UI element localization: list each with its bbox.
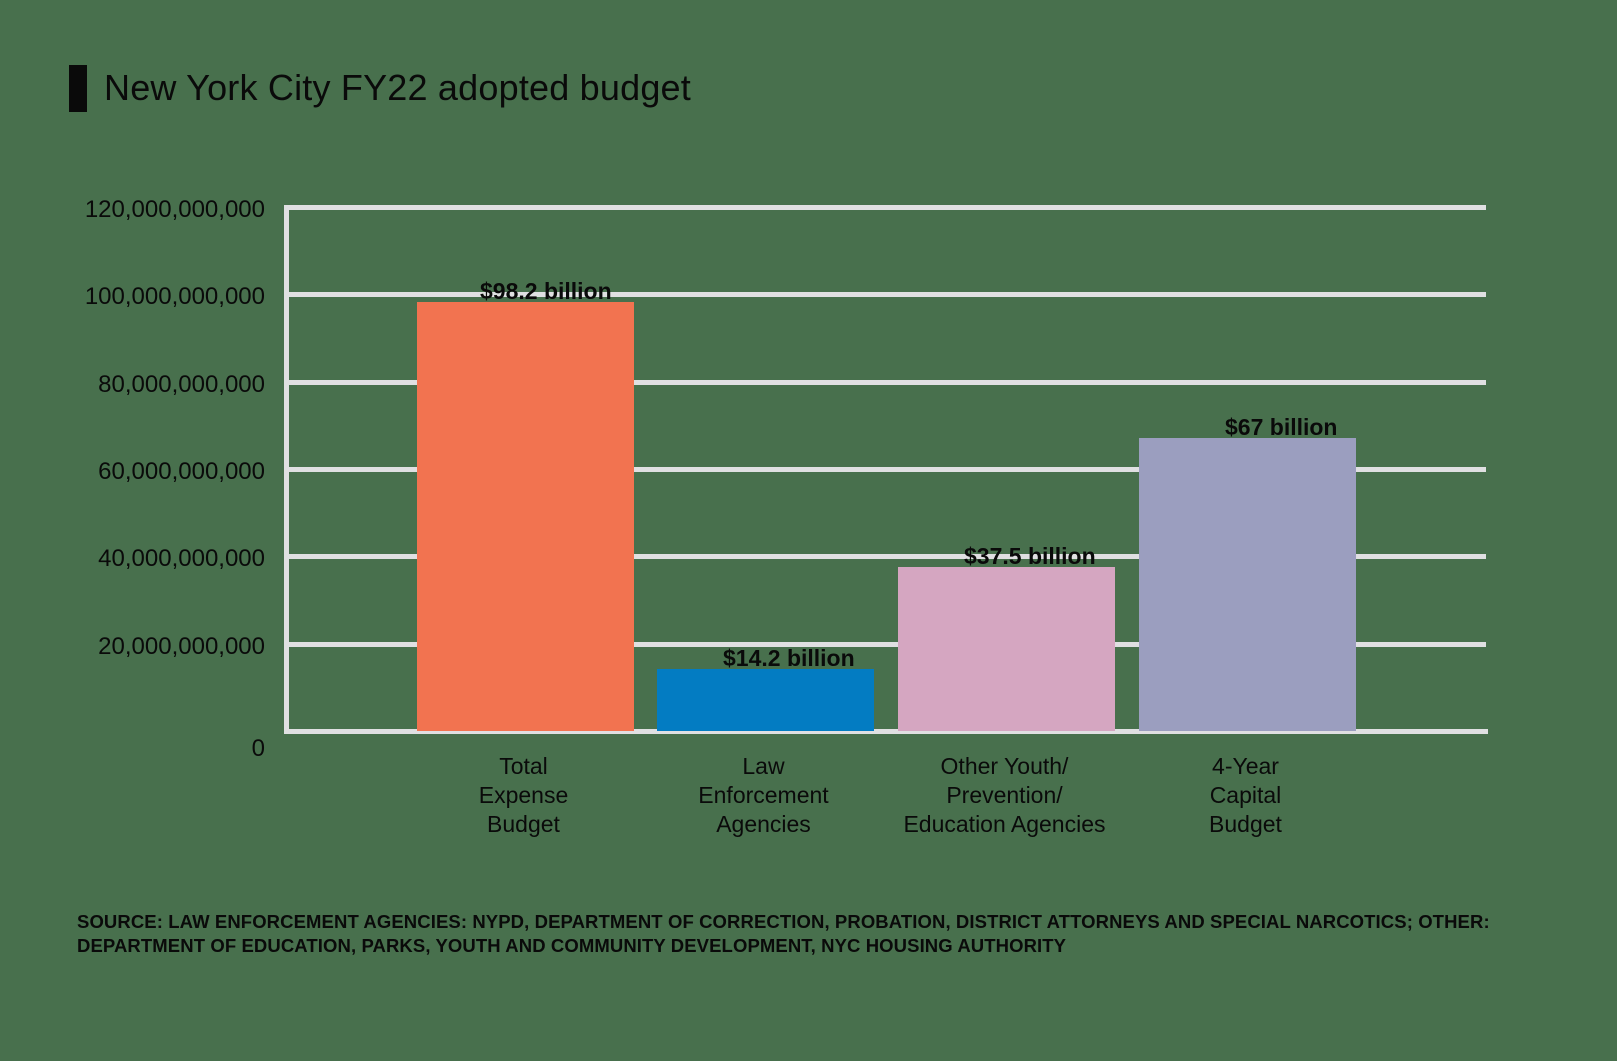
bar-value-label: $14.2 billion — [723, 644, 855, 671]
x-category-label: 4-Year Capital Budget — [1116, 752, 1376, 839]
x-category-label-line: Budget — [1209, 811, 1282, 837]
y-tick-label: 60,000,000,000 — [98, 458, 265, 485]
x-category-label: Total Expense Budget — [394, 752, 654, 839]
gridline — [284, 729, 1488, 734]
bar — [898, 567, 1115, 731]
bar — [657, 668, 874, 731]
y-tick-label: 0 — [251, 735, 265, 762]
x-category-label-line: Agencies — [716, 811, 811, 837]
gridline — [284, 379, 1486, 385]
y-tick-label: 80,000,000,000 — [98, 370, 265, 398]
title-marker — [69, 65, 87, 112]
x-category-label-line: Prevention/ — [946, 782, 1063, 808]
x-category-label-line: Budget — [487, 811, 560, 837]
gridline — [284, 467, 1486, 472]
x-category-label-line: Education Agencies — [903, 811, 1106, 837]
bar — [417, 302, 634, 731]
source-note: SOURCE: LAW ENFORCEMENT AGENCIES: NYPD, … — [77, 911, 1490, 956]
y-tick-label: 100,000,000,000 — [84, 283, 265, 311]
x-category-label-line: Expense — [478, 782, 569, 808]
x-category-label: Other Youth/Prevention/Education Agencie… — [875, 752, 1135, 839]
bar-value-label: $98.2 billion — [480, 278, 612, 305]
x-category-label-line: Capital — [1209, 782, 1282, 808]
gridline — [284, 554, 1486, 560]
gridline — [284, 205, 1486, 210]
x-category-label-line: 4-Year — [1212, 753, 1279, 779]
gridline — [284, 292, 1486, 298]
y-tick-label: 120,000,000,000 — [84, 196, 265, 223]
gridline — [284, 641, 1486, 647]
y-tick-label: 20,000,000,000 — [98, 632, 265, 660]
x-category-label-line: Other Youth/ — [940, 753, 1069, 779]
bar-value-label: $37.5 billion — [964, 543, 1096, 570]
x-category-label: Law Enforcement Agencies — [634, 752, 894, 839]
plot-area: $98.2 billion $14.2 billion $37.5 billion $… — [284, 205, 1488, 734]
bar-value-label: $67 billion — [1225, 414, 1338, 441]
x-category-label-line: Enforcement — [698, 782, 829, 808]
chart-title: New York City FY22 adopted budget — [104, 67, 691, 108]
x-category-label-line: Law — [742, 753, 785, 779]
x-category-label-line: Total — [499, 753, 548, 779]
bar — [1139, 438, 1356, 731]
y-tick-label: 40,000,000,000 — [98, 545, 265, 573]
